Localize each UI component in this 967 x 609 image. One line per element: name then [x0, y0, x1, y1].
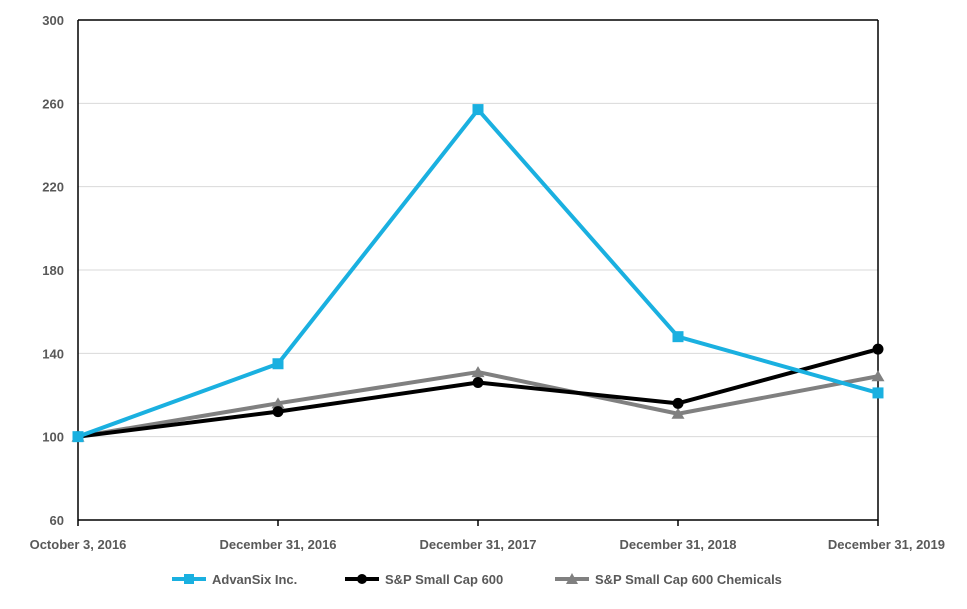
y-tick-label: 220 — [42, 180, 64, 195]
legend: AdvanSix Inc. S&P Small Cap 600 S&P Small … — [172, 572, 782, 587]
data-point — [872, 387, 884, 399]
y-tick-label: 140 — [42, 346, 64, 361]
legend-marker — [357, 574, 367, 584]
y-tick-label: 260 — [42, 96, 64, 111]
data-point — [872, 343, 884, 355]
data-point — [72, 431, 84, 443]
legend-item: S&P Small Cap 600 — [345, 572, 503, 587]
data-point — [672, 397, 684, 409]
x-tick-label: October 3, 2016 — [30, 537, 127, 552]
legend-label: S&P Small Cap 600 Chemicals — [595, 572, 782, 587]
legend-marker — [184, 574, 194, 584]
data-point — [871, 370, 885, 382]
legend-marker — [566, 573, 578, 584]
x-tick-label: December 31, 2016 — [219, 537, 336, 552]
data-point — [271, 397, 285, 409]
x-tick-label: December 31, 2017 — [419, 537, 536, 552]
x-tick-labels: October 3, 2016 December 31, 2016 December… — [30, 520, 945, 552]
y-tick-label: 100 — [42, 430, 64, 445]
legend-label: AdvanSix Inc. — [212, 572, 297, 587]
data-point — [672, 331, 684, 343]
x-tick-label: December 31, 2018 — [619, 537, 736, 552]
data-point — [671, 407, 685, 419]
data-point — [471, 366, 485, 378]
legend-item: AdvanSix Inc. — [172, 572, 297, 587]
gridlines — [78, 102, 878, 438]
y-tick-label: 60 — [50, 513, 64, 528]
y-tick-label: 180 — [42, 263, 64, 278]
series-0 — [72, 104, 884, 443]
x-tick-label: December 31, 2019 — [828, 537, 945, 552]
data-point — [272, 358, 284, 370]
data-point — [472, 377, 484, 388]
data-point — [272, 406, 284, 418]
y-tick-labels: 60 100 140 180 220 260 300 — [42, 13, 64, 528]
y-tick-label: 300 — [42, 13, 64, 28]
series-group — [71, 104, 885, 443]
data-point — [472, 104, 484, 116]
legend-item: S&P Small Cap 600 Chemicals — [555, 572, 782, 587]
legend-label: S&P Small Cap 600 — [385, 572, 503, 587]
